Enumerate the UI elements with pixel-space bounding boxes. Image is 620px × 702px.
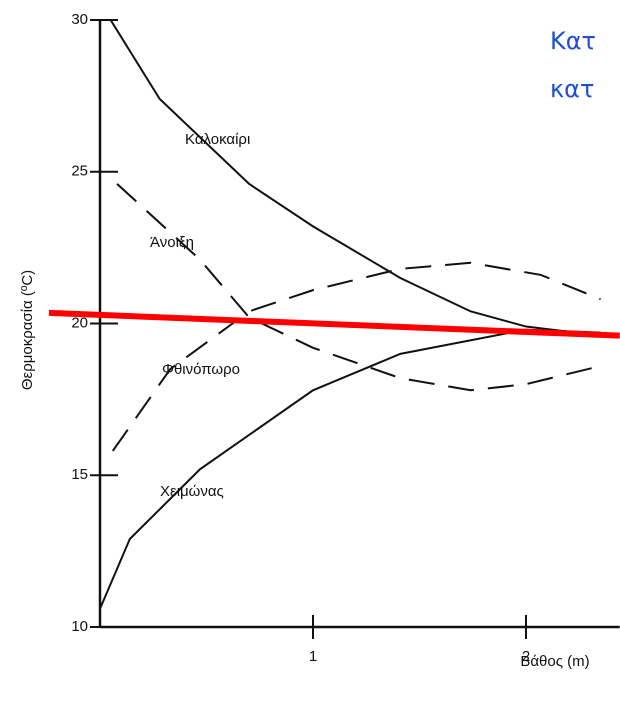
series-line bbox=[111, 261, 601, 452]
y-axis-label: Θερμοκρασία (ºC) bbox=[19, 270, 36, 390]
series-line bbox=[109, 19, 601, 337]
y-tick-label: 10 bbox=[71, 618, 88, 635]
y-tick-label: 25 bbox=[71, 163, 88, 180]
series-label: Χειμώνας bbox=[160, 483, 224, 500]
x-tick-label: 1 bbox=[309, 648, 317, 665]
series-line bbox=[116, 183, 601, 392]
x-axis-label: Βάθος (m) bbox=[520, 653, 589, 670]
note: κατ bbox=[550, 75, 594, 103]
note: Κατ bbox=[550, 27, 596, 55]
series-label: Άνοιξη bbox=[150, 234, 194, 251]
series-label: Φθινόπωρο bbox=[162, 361, 240, 378]
y-tick-label: 20 bbox=[71, 314, 88, 331]
series-label: Καλοκαίρι bbox=[185, 131, 250, 148]
y-tick-label: 15 bbox=[71, 466, 88, 483]
y-tick-label: 30 bbox=[71, 11, 88, 28]
series-line bbox=[48, 309, 620, 339]
x-tick-label: 2 bbox=[522, 648, 530, 665]
